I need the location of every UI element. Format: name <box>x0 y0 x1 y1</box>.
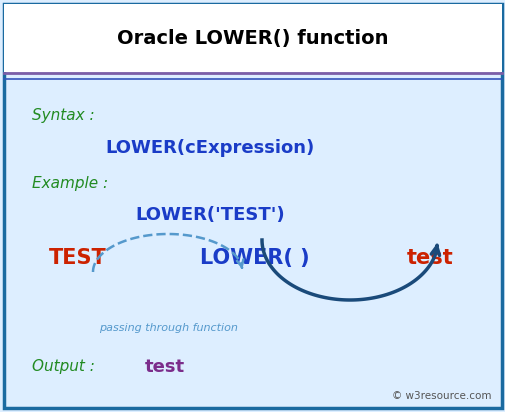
Text: test: test <box>406 248 452 268</box>
Text: LOWER('TEST'): LOWER('TEST') <box>135 206 284 224</box>
Text: TEST: TEST <box>49 248 107 268</box>
Text: LOWER(cExpression): LOWER(cExpression) <box>105 139 314 157</box>
Text: Oracle LOWER() function: Oracle LOWER() function <box>117 28 388 47</box>
Bar <box>4 4 501 72</box>
Text: Example :: Example : <box>32 176 108 190</box>
Text: Syntax :: Syntax : <box>32 108 94 122</box>
Text: LOWER( ): LOWER( ) <box>200 248 309 268</box>
Text: © w3resource.com: © w3resource.com <box>392 391 491 401</box>
Text: passing through function: passing through function <box>98 323 237 333</box>
Text: test: test <box>145 358 185 376</box>
Text: Output :: Output : <box>32 360 95 375</box>
